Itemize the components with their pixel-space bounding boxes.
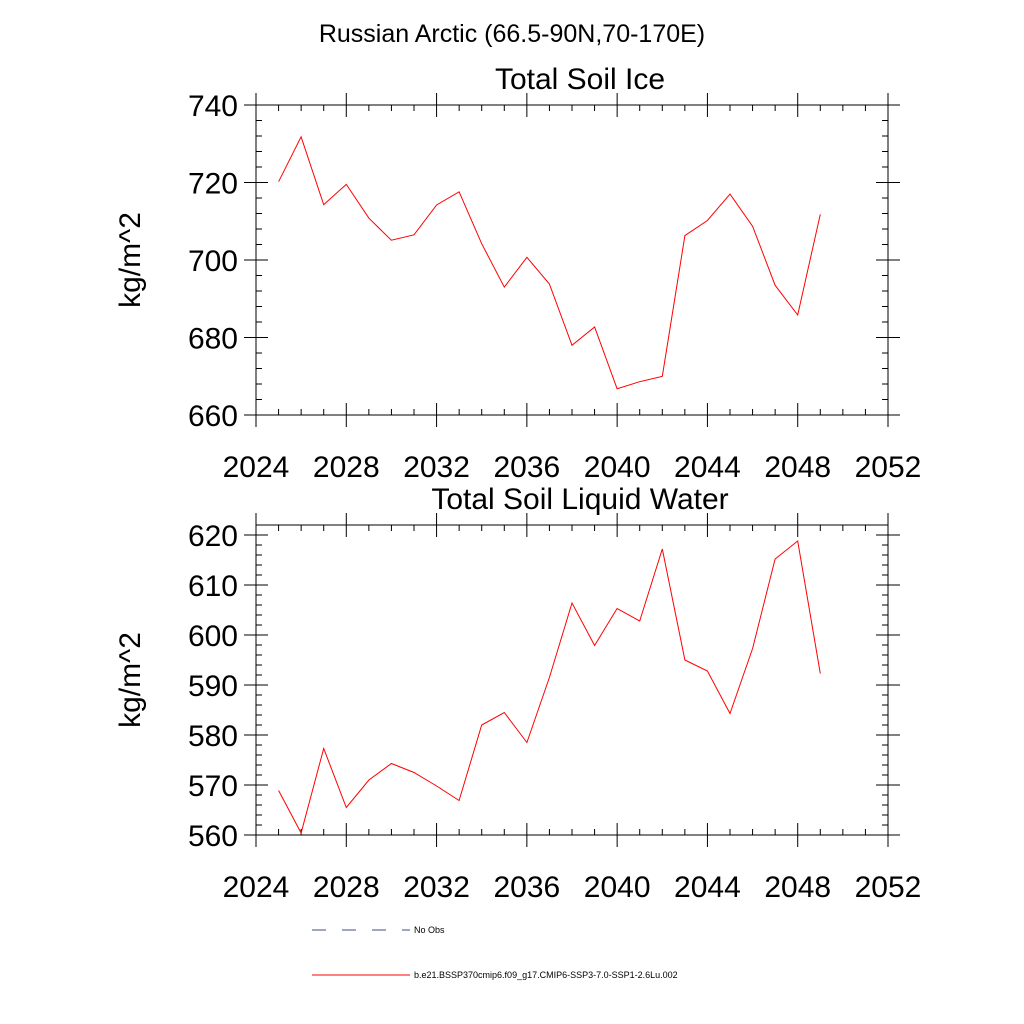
y-tick-label: 590 <box>188 670 238 703</box>
x-tick-label: 2048 <box>764 871 831 904</box>
x-tick-label: 2032 <box>403 871 470 904</box>
x-tick-label: 2028 <box>313 871 380 904</box>
soil-liquid-water-y-axis-label: kg/m^2 <box>114 632 147 728</box>
x-tick-label: 2024 <box>223 871 290 904</box>
y-tick-label: 720 <box>188 168 238 201</box>
soil-ice-panel: Total Soil Ice 2024 2028 2032 2036 2040 2044 20… <box>114 63 921 484</box>
y-tick-label: 600 <box>188 620 238 653</box>
x-tick-label: 2036 <box>493 451 560 484</box>
y-tick-label: 560 <box>188 820 238 853</box>
x-tick-label: 2040 <box>584 451 651 484</box>
y-tick-label: 660 <box>188 400 238 433</box>
x-tick-label: 2052 <box>855 451 922 484</box>
x-tick-label: 2036 <box>493 871 560 904</box>
soil-ice-title: Total Soil Ice <box>495 63 665 96</box>
y-tick-label: 700 <box>188 245 238 278</box>
y-tick-label: 740 <box>188 90 238 123</box>
soil-liquid-water-panel: Total Soil Liquid Water 2024 2028 2032 2036 2… <box>114 483 921 904</box>
x-tick-label: 2044 <box>674 871 741 904</box>
y-tick-label: 620 <box>188 520 238 553</box>
soil-ice-y-axis-label: kg/m^2 <box>114 212 147 308</box>
soil-ice-plot-frame <box>255 104 889 416</box>
x-tick-label: 2044 <box>674 451 741 484</box>
x-tick-label: 2052 <box>855 871 922 904</box>
y-tick-label: 610 <box>188 570 238 603</box>
soil-liquid-water-title: Total Soil Liquid Water <box>431 483 728 516</box>
legend: No Obs b.e21.BSSP370cmip6.f09_g17.CMIP6-… <box>312 925 678 980</box>
soil-ice-series-line <box>278 135 821 390</box>
x-tick-label: 2024 <box>223 451 290 484</box>
x-tick-label: 2040 <box>584 871 651 904</box>
figure-title: Russian Arctic (66.5-90N,70-170E) <box>319 20 705 48</box>
legend-no-obs-label: No Obs <box>414 925 445 935</box>
x-tick-label: 2048 <box>764 451 831 484</box>
y-tick-label: 580 <box>188 720 238 753</box>
y-tick-label: 570 <box>188 770 238 803</box>
x-tick-label: 2032 <box>403 451 470 484</box>
x-tick-label: 2028 <box>313 451 380 484</box>
y-tick-label: 680 <box>188 323 238 356</box>
legend-model-run-label: b.e21.BSSP370cmip6.f09_g17.CMIP6-SSP3-7.… <box>414 970 678 980</box>
soil-liquid-water-plot-frame <box>255 524 889 836</box>
soil-liquid-water-series-line <box>278 540 821 835</box>
